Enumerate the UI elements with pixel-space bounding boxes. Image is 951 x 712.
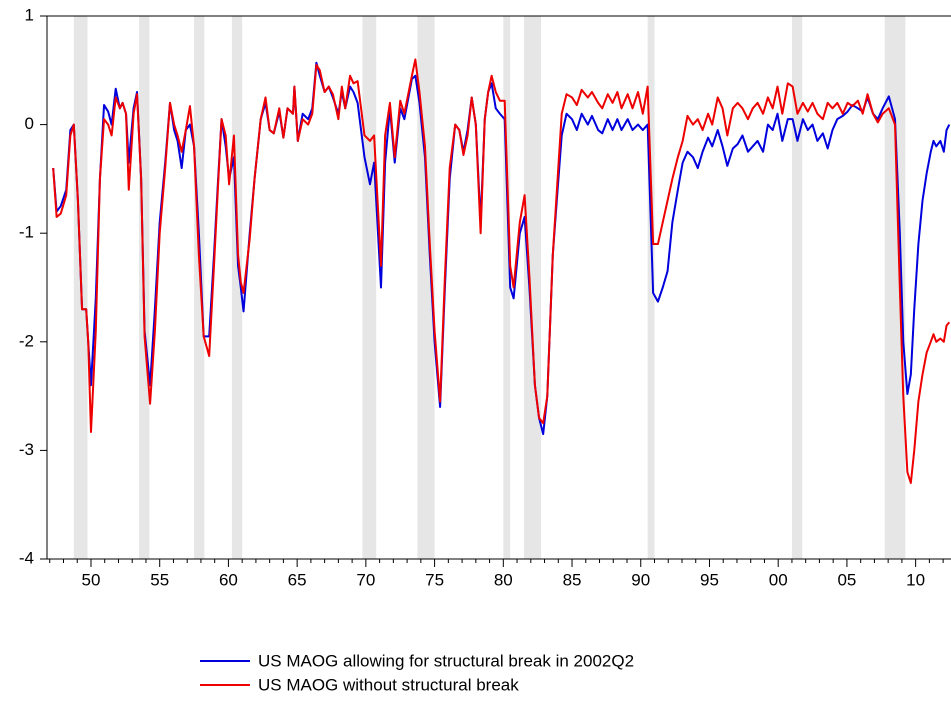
- x-tick-label: 90: [631, 570, 650, 589]
- legend-label: US MAOG without structural break: [258, 675, 519, 694]
- recession-band: [523, 16, 542, 559]
- axes-layer: 10-1-2-3-450 55 60 65 70 75 80 85 90 95 00 05 10: [19, 5, 944, 589]
- legend: US MAOG allowing for structural break in…: [200, 651, 634, 694]
- recession-band: [362, 16, 377, 559]
- y-tick-label: -1: [19, 223, 34, 242]
- x-tick-label: 80: [494, 570, 513, 589]
- x-tick-label: 05: [837, 570, 856, 589]
- recession-band: [791, 16, 803, 559]
- x-tick-label: 65: [288, 570, 307, 589]
- x-tick-label: 50: [82, 570, 101, 589]
- recession-band: [884, 16, 906, 559]
- x-tick-label: 55: [150, 570, 169, 589]
- line-layer: [52, 58, 951, 484]
- recession-band: [647, 16, 655, 559]
- y-tick-label: -2: [19, 331, 34, 350]
- recession-band: [194, 16, 205, 559]
- recession-band: [503, 16, 511, 559]
- x-tick-label: 85: [563, 570, 582, 589]
- x-tick-label: 10: [906, 570, 925, 589]
- x-tick-label: 95: [700, 570, 719, 589]
- legend-label: US MAOG allowing for structural break in…: [258, 651, 634, 670]
- x-tick-label: 75: [425, 570, 444, 589]
- recession-band: [231, 16, 243, 559]
- x-tick-label: 70: [356, 570, 375, 589]
- series-line: [52, 58, 951, 484]
- x-tick-label: 60: [219, 570, 238, 589]
- y-tick-label: 0: [25, 114, 34, 133]
- y-tick-label: -4: [19, 548, 34, 567]
- y-tick-label: -3: [19, 440, 34, 459]
- y-tick-label: 1: [25, 5, 34, 24]
- x-tick-label: 00: [769, 570, 788, 589]
- recession-band: [417, 16, 435, 559]
- shaded-layer: [73, 16, 906, 559]
